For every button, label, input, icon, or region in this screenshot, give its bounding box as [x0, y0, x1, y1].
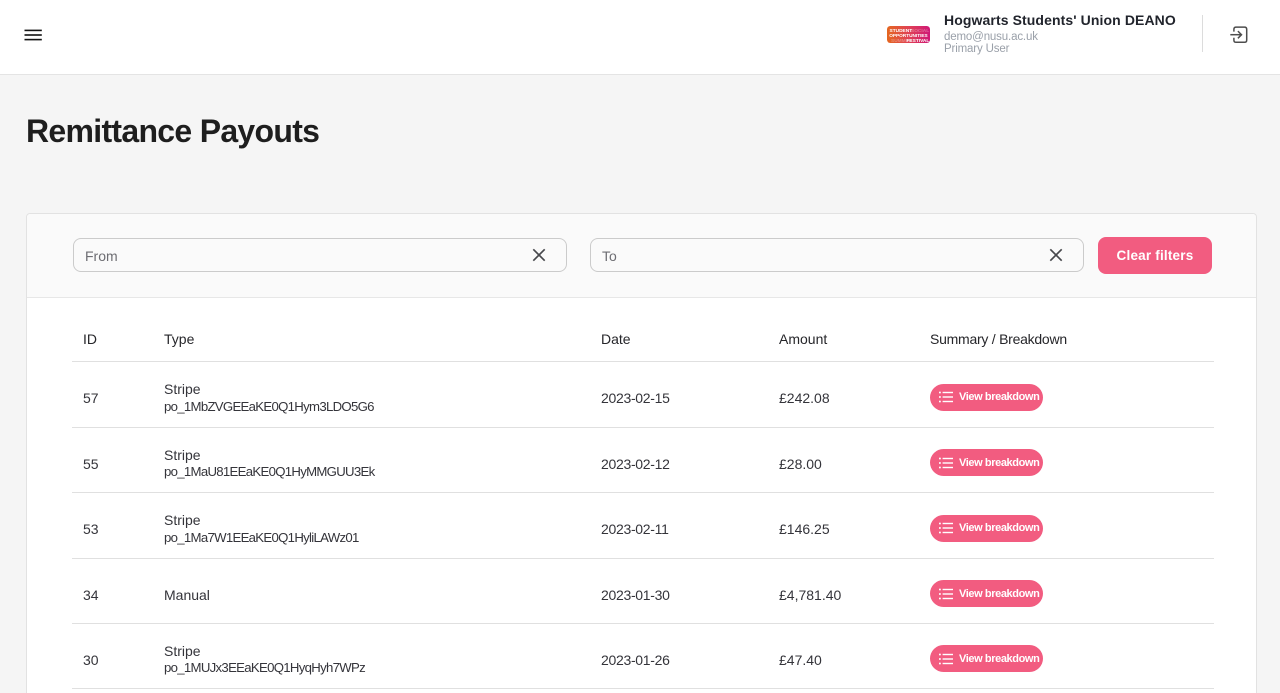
svg-text:STUDENT: STUDENT [890, 28, 913, 34]
svg-text:SUMMER: SUMMER [891, 38, 913, 43]
svg-text:OPPORTUNITIES: OPPORTUNITIES [889, 33, 928, 39]
svg-text:FESTIVAL: FESTIVAL [907, 38, 930, 43]
svg-text:SOCIAL: SOCIAL [911, 28, 929, 34]
